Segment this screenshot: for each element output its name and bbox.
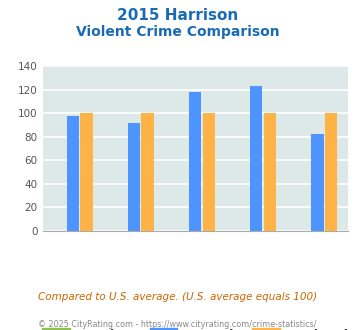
Bar (263, 113, 276, 231)
Bar (250, 86, 262, 231)
Bar (67, 115, 79, 231)
Bar (141, 113, 154, 231)
Bar (324, 113, 337, 231)
Text: 2015 Harrison: 2015 Harrison (117, 8, 238, 23)
Bar (128, 122, 140, 231)
Bar (80, 113, 93, 231)
Bar (202, 113, 215, 231)
Bar (311, 134, 323, 231)
Legend: Harrison, Georgia, National: Harrison, Georgia, National (37, 323, 353, 330)
Text: © 2025 CityRating.com - https://www.cityrating.com/crime-statistics/: © 2025 CityRating.com - https://www.city… (38, 320, 317, 329)
Text: Violent Crime Comparison: Violent Crime Comparison (76, 25, 279, 39)
Text: Compared to U.S. average. (U.S. average equals 100): Compared to U.S. average. (U.S. average … (38, 292, 317, 302)
Bar (189, 92, 201, 231)
